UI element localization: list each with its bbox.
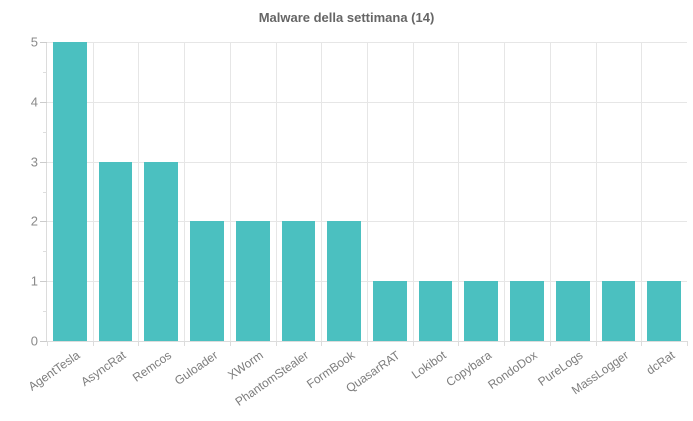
x-axis-labels: AgentTesla AsyncRat Remcos Guloader XWorm Pha… (26, 348, 686, 421)
bar (52, 42, 87, 341)
bar (372, 281, 407, 341)
bar (464, 281, 499, 341)
bar (418, 281, 453, 341)
y-axis-major-tick (40, 341, 47, 342)
x-axis-tick (138, 341, 140, 346)
y-axis-major-tick (40, 101, 47, 103)
v-gridline (412, 42, 414, 341)
x-axis-tick (641, 341, 643, 346)
x-axis-tick (687, 341, 688, 346)
x-tick-label: Lokibot (408, 348, 449, 382)
plot-area (40, 42, 688, 346)
x-axis-tick (412, 341, 414, 346)
x-axis-tick (47, 341, 48, 346)
x-tick-label: Remcos (130, 348, 175, 385)
y-axis-minor-tick (43, 251, 47, 253)
y-axis-major-tick (40, 221, 47, 223)
x-axis-tick (275, 341, 277, 346)
y-tick-label: 0 (30, 333, 38, 349)
bar (601, 281, 636, 341)
y-axis-minor-tick (43, 191, 47, 193)
bar (555, 281, 590, 341)
y-axis-minor-tick (43, 131, 47, 133)
v-gridline (321, 42, 323, 341)
v-gridline (184, 42, 186, 341)
x-axis-tick (549, 341, 551, 346)
x-axis-tick (229, 341, 231, 346)
x-tick-label: Guloader (171, 348, 221, 388)
y-axis: 0 1 2 3 4 5 (0, 36, 38, 348)
x-tick-label: dcRat (643, 348, 678, 378)
y-tick-label: 1 (30, 273, 38, 289)
v-gridline (138, 42, 140, 341)
bar (510, 281, 544, 341)
y-axis-minor-tick (43, 311, 47, 313)
x-axis-tick (458, 341, 460, 346)
v-gridline (229, 42, 231, 341)
y-tick-label: 5 (30, 34, 38, 50)
bar (235, 221, 270, 341)
y-tick-label: 3 (30, 154, 38, 170)
x-axis-tick (184, 341, 186, 346)
x-axis-tick (367, 341, 368, 346)
x-tick-label: RondoDox (485, 348, 541, 392)
y-tick-label: 4 (30, 94, 38, 110)
v-gridline (595, 42, 597, 341)
bar (647, 281, 682, 341)
x-axis-tick (321, 341, 323, 346)
bar (144, 161, 179, 341)
bar (327, 221, 362, 341)
bar (190, 221, 224, 341)
v-gridline (549, 42, 551, 341)
y-axis-major-tick (40, 161, 47, 163)
v-gridline (504, 42, 506, 341)
bar (281, 221, 316, 341)
x-axis-tick (504, 341, 506, 346)
chart-title: Malware della settimana (14) (258, 10, 435, 25)
y-axis-major-tick (40, 42, 47, 43)
y-tick-label: 2 (30, 213, 38, 229)
bar (98, 161, 133, 341)
y-axis-major-tick (40, 281, 47, 283)
v-gridline (367, 42, 368, 341)
x-axis-tick (92, 341, 94, 346)
v-gridline (92, 42, 94, 341)
v-gridline (275, 42, 277, 341)
x-axis-tick (595, 341, 597, 346)
v-gridline (458, 42, 460, 341)
x-tick-label: AsyncRat (78, 348, 129, 389)
x-tick-label: AgentTesla (26, 348, 83, 394)
y-axis-minor-tick (43, 71, 47, 73)
v-gridline (641, 42, 643, 341)
